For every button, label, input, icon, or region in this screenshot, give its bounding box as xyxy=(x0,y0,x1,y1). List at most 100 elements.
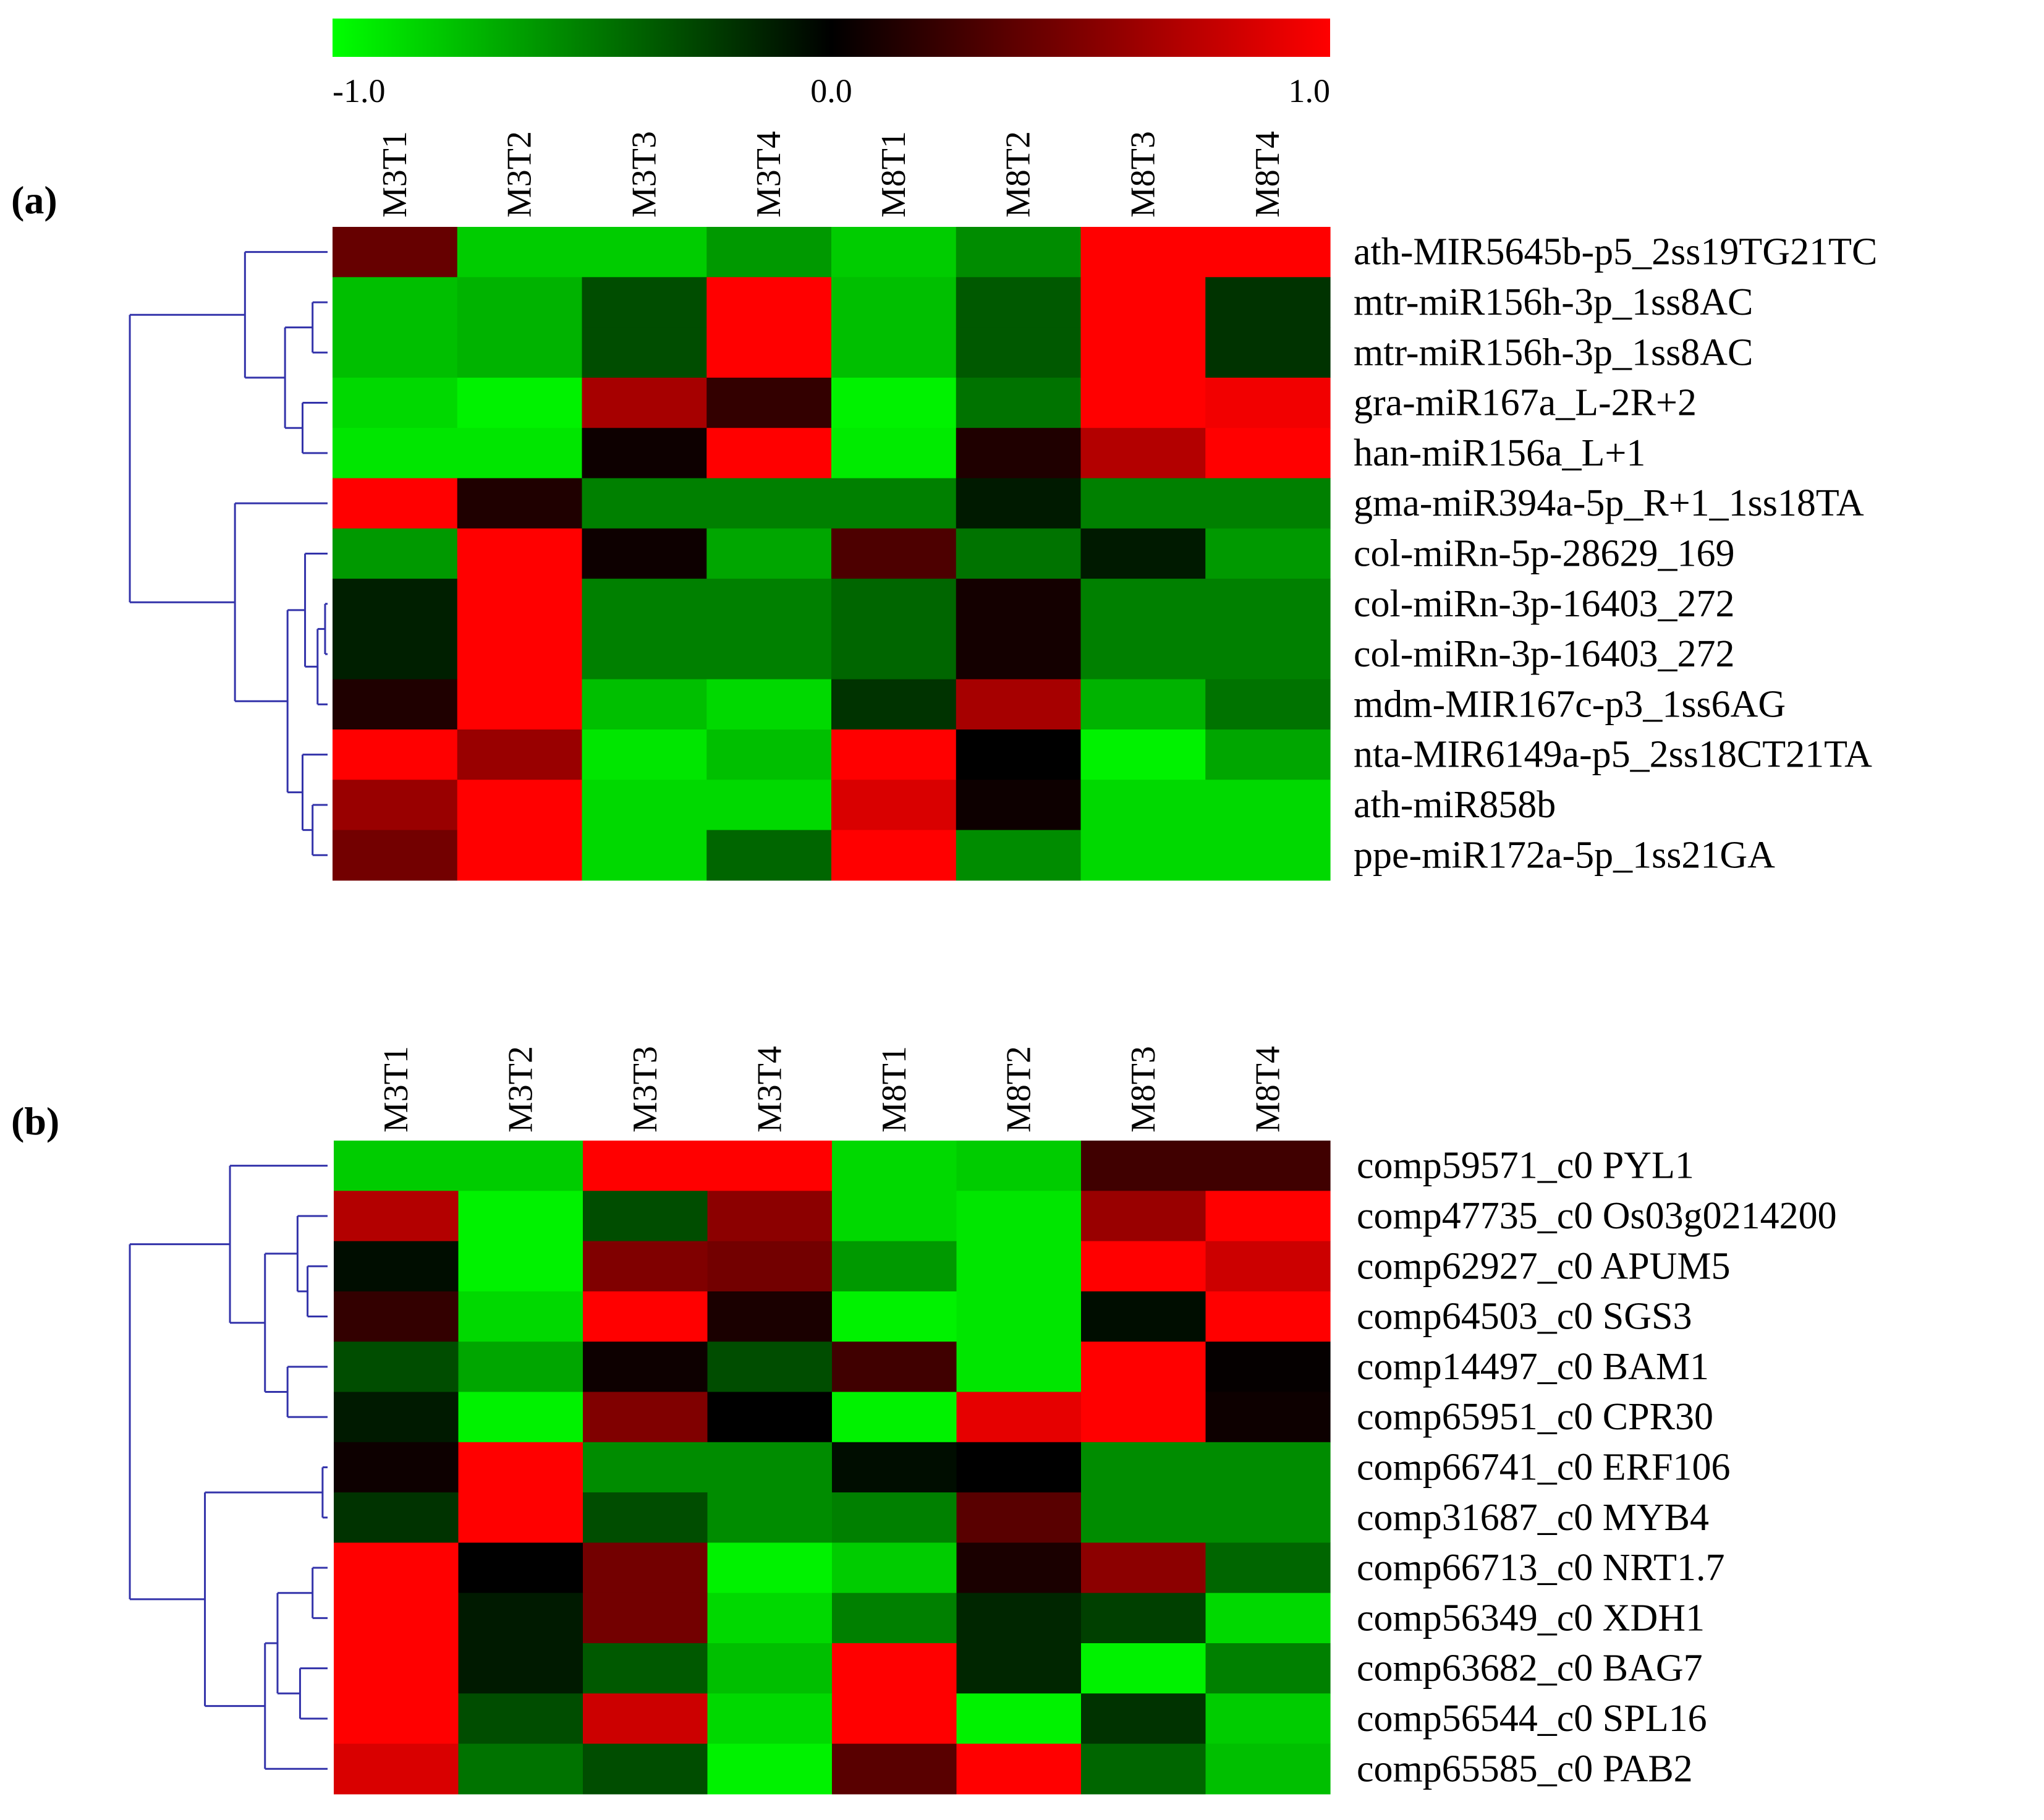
heatmap-cell xyxy=(707,1743,833,1795)
heatmap-cell xyxy=(1205,1342,1331,1393)
dendrogram-a xyxy=(129,251,328,856)
heatmap-cell xyxy=(457,830,583,881)
heatmap-cell xyxy=(831,679,957,730)
row-label: comp56544_c0 SPL16 xyxy=(1357,1698,1707,1740)
heatmap-cell xyxy=(334,1693,459,1745)
heatmap-cell xyxy=(831,629,957,680)
heatmap-cell xyxy=(583,1392,708,1443)
heatmap-cell xyxy=(1205,729,1331,780)
heatmap-cell xyxy=(956,1492,1082,1543)
row-label: comp14497_c0 BAM1 xyxy=(1357,1346,1709,1388)
row-label: comp65951_c0 CPR30 xyxy=(1357,1396,1713,1438)
heatmap-cell xyxy=(583,1191,708,1242)
heatmap-cell xyxy=(832,1693,957,1745)
heatmap-cell xyxy=(956,579,1082,629)
heatmap-cell xyxy=(334,1291,459,1342)
heatmap-cell xyxy=(583,1342,708,1393)
heatmap-cell xyxy=(1080,679,1206,730)
heatmap-cell xyxy=(583,1442,708,1493)
heatmap-cell xyxy=(458,1743,583,1795)
heatmap-cell xyxy=(956,478,1082,529)
colorbar-gradient xyxy=(333,19,1330,57)
heatmap-cell xyxy=(457,729,583,780)
heatmap-cell xyxy=(1205,830,1331,881)
heatmap-cell xyxy=(831,830,957,881)
heatmap-cell xyxy=(334,1191,459,1242)
heatmap-cell xyxy=(1081,1392,1206,1443)
row-label: ppe-miR172a-5p_1ss21GA xyxy=(1354,834,1775,876)
heatmap-cell xyxy=(706,729,832,780)
heatmap-cell xyxy=(1205,478,1331,529)
heatmap-cell xyxy=(707,1542,833,1594)
heatmap-cell xyxy=(1205,1241,1331,1292)
heatmap-cell xyxy=(334,1643,459,1694)
heatmap-cell xyxy=(333,327,458,378)
row-label: comp66713_c0 NRT1.7 xyxy=(1357,1547,1725,1589)
heatmap-cell xyxy=(1080,377,1206,428)
heatmap-cell xyxy=(956,528,1082,579)
heatmap-cell xyxy=(956,1191,1082,1242)
heatmap-cell xyxy=(832,1593,957,1644)
heatmap-cell xyxy=(956,1643,1082,1694)
heatmap-cell xyxy=(1205,1141,1331,1191)
heatmap-cell xyxy=(1081,1291,1206,1342)
heatmap-cell xyxy=(1081,1492,1206,1543)
heatmap-cell xyxy=(583,1593,708,1644)
heatmap-cell xyxy=(583,1291,708,1342)
heatmap-cell xyxy=(1205,1442,1331,1493)
heatmap-cell xyxy=(334,1141,459,1191)
heatmap-cell xyxy=(956,679,1082,730)
heatmap-cell xyxy=(956,1141,1082,1191)
row-label: comp62927_c0 APUM5 xyxy=(1357,1245,1731,1287)
heatmap-cell xyxy=(1081,1542,1206,1594)
heatmap-cell xyxy=(583,1241,708,1292)
heatmap-cell xyxy=(1080,579,1206,629)
heatmap-cell xyxy=(832,1291,957,1342)
colorbar-tick-mid: 0.0 xyxy=(810,72,852,109)
heatmap-cell xyxy=(457,679,583,730)
heatmap-cell xyxy=(334,1542,459,1594)
heatmap-cell xyxy=(1205,579,1331,629)
heatmap-cell xyxy=(1081,1342,1206,1393)
heatmap-cell xyxy=(457,579,583,629)
heatmap-cell xyxy=(956,780,1082,831)
heatmap-cell xyxy=(583,1141,708,1191)
heatmap-cell xyxy=(458,1542,583,1594)
row-label: gma-miR394a-5p_R+1_1ss18TA xyxy=(1354,482,1864,524)
heatmap-cell xyxy=(582,830,707,881)
heatmap-cell xyxy=(956,428,1082,479)
heatmap-cell xyxy=(333,528,458,579)
heatmap-cell xyxy=(956,277,1082,328)
column-label-m8t3: M8T3 xyxy=(1124,131,1162,218)
heatmap-cell xyxy=(956,1743,1082,1795)
heatmap-cell xyxy=(707,1191,833,1242)
heatmap-cell xyxy=(832,1442,957,1493)
row-label: comp64503_c0 SGS3 xyxy=(1357,1296,1692,1338)
row-label: mtr-miR156h-3p_1ss8AC xyxy=(1354,331,1753,373)
heatmap-cell xyxy=(956,1693,1082,1745)
heatmap-cell xyxy=(457,428,583,479)
heatmap-cell xyxy=(1080,729,1206,780)
heatmap-cell xyxy=(707,1392,833,1443)
heatmap-cell xyxy=(831,579,957,629)
heatmap-cell xyxy=(582,227,707,278)
heatmap-cell xyxy=(956,1241,1082,1292)
column-label-m3t4: M3T4 xyxy=(750,131,788,218)
column-label-m3t2: M3T2 xyxy=(501,131,539,218)
heatmap-cell xyxy=(333,428,458,479)
row-label: mdm-MIR167c-p3_1ss6AG xyxy=(1354,683,1786,725)
heatmap-cell xyxy=(333,830,458,881)
heatmap-cell xyxy=(707,1291,833,1342)
heatmap-cell xyxy=(1205,528,1331,579)
row-label: col-miRn-3p-16403_272 xyxy=(1354,633,1735,675)
heatmap-cell xyxy=(1205,1743,1331,1795)
colorbar-tick-max: 1.0 xyxy=(1289,72,1331,109)
column-label-m8t2: M8T2 xyxy=(999,131,1038,218)
heatmap-cell xyxy=(956,1542,1082,1594)
heatmap-cell xyxy=(582,377,707,428)
heatmap-cell xyxy=(458,1392,583,1443)
heatmap-cell xyxy=(832,1141,957,1191)
heatmap-cell xyxy=(583,1693,708,1745)
heatmap-cell xyxy=(956,227,1082,278)
heatmap-cell xyxy=(582,780,707,831)
